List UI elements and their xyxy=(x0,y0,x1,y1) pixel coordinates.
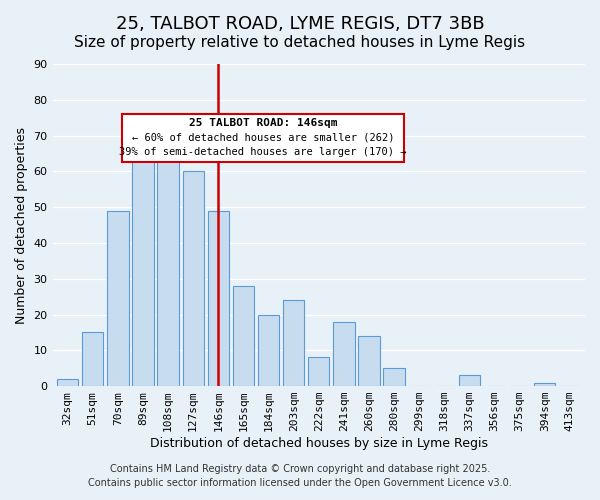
Text: ← 60% of detached houses are smaller (262): ← 60% of detached houses are smaller (26… xyxy=(131,132,394,142)
Bar xyxy=(182,172,204,386)
Bar xyxy=(107,210,128,386)
Bar xyxy=(308,358,329,386)
Bar xyxy=(157,122,179,386)
Bar xyxy=(258,314,279,386)
Bar xyxy=(132,146,154,386)
Bar xyxy=(383,368,405,386)
X-axis label: Distribution of detached houses by size in Lyme Regis: Distribution of detached houses by size … xyxy=(150,437,488,450)
Text: 25 TALBOT ROAD: 146sqm: 25 TALBOT ROAD: 146sqm xyxy=(188,118,337,128)
FancyBboxPatch shape xyxy=(122,114,404,162)
Text: 39% of semi-detached houses are larger (170) →: 39% of semi-detached houses are larger (… xyxy=(119,147,407,157)
Text: 25, TALBOT ROAD, LYME REGIS, DT7 3BB: 25, TALBOT ROAD, LYME REGIS, DT7 3BB xyxy=(116,15,484,33)
Bar xyxy=(333,322,355,386)
Bar xyxy=(82,332,103,386)
Text: Size of property relative to detached houses in Lyme Regis: Size of property relative to detached ho… xyxy=(74,35,526,50)
Text: Contains HM Land Registry data © Crown copyright and database right 2025.
Contai: Contains HM Land Registry data © Crown c… xyxy=(88,464,512,487)
Bar xyxy=(208,210,229,386)
Bar xyxy=(57,379,78,386)
Y-axis label: Number of detached properties: Number of detached properties xyxy=(15,126,28,324)
Bar xyxy=(534,382,556,386)
Bar xyxy=(283,300,304,386)
Bar xyxy=(459,376,480,386)
Bar xyxy=(358,336,380,386)
Bar xyxy=(233,286,254,386)
